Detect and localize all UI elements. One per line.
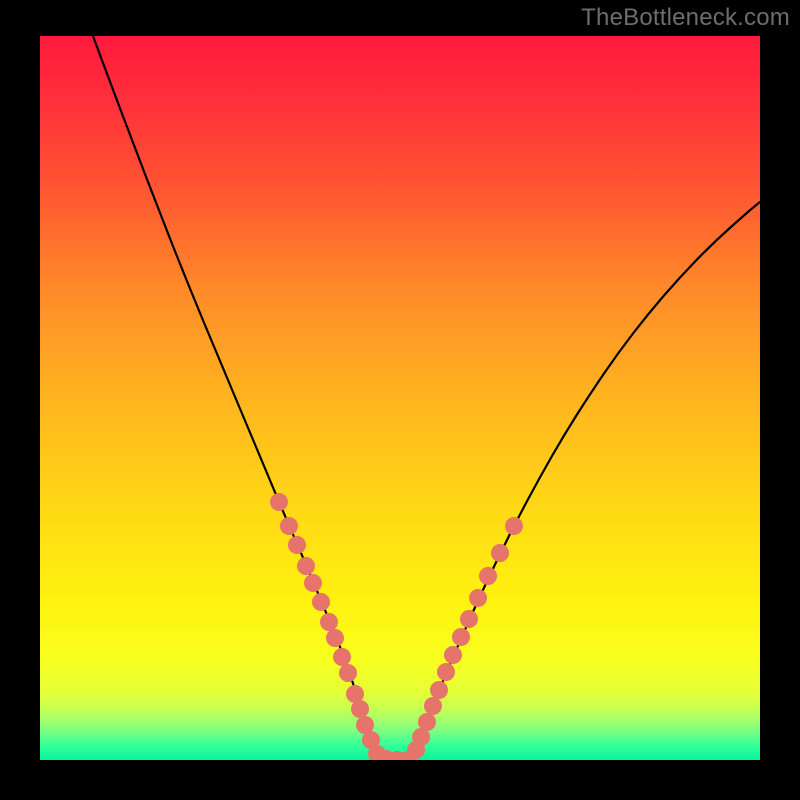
stage: TheBottleneck.com — [0, 0, 800, 800]
data-marker — [453, 629, 470, 646]
data-marker — [334, 649, 351, 666]
watermark-text: TheBottleneck.com — [581, 4, 790, 32]
data-marker — [352, 701, 369, 718]
data-marker — [271, 494, 288, 511]
data-marker — [438, 664, 455, 681]
data-marker — [480, 568, 497, 585]
data-marker — [431, 682, 448, 699]
data-marker — [419, 714, 436, 731]
data-marker — [357, 717, 374, 734]
data-marker — [347, 686, 364, 703]
data-marker — [281, 518, 298, 535]
data-marker — [461, 611, 478, 628]
data-marker — [340, 665, 357, 682]
data-marker — [298, 558, 315, 575]
data-marker — [492, 545, 509, 562]
bottleneck-plot — [0, 0, 800, 800]
data-marker — [425, 698, 442, 715]
data-marker — [327, 630, 344, 647]
data-marker — [289, 537, 306, 554]
data-marker — [413, 729, 430, 746]
data-marker — [321, 614, 338, 631]
data-marker — [445, 647, 462, 664]
plot-background — [40, 36, 760, 760]
data-marker — [470, 590, 487, 607]
data-marker — [506, 518, 523, 535]
data-marker — [313, 594, 330, 611]
data-marker — [305, 575, 322, 592]
